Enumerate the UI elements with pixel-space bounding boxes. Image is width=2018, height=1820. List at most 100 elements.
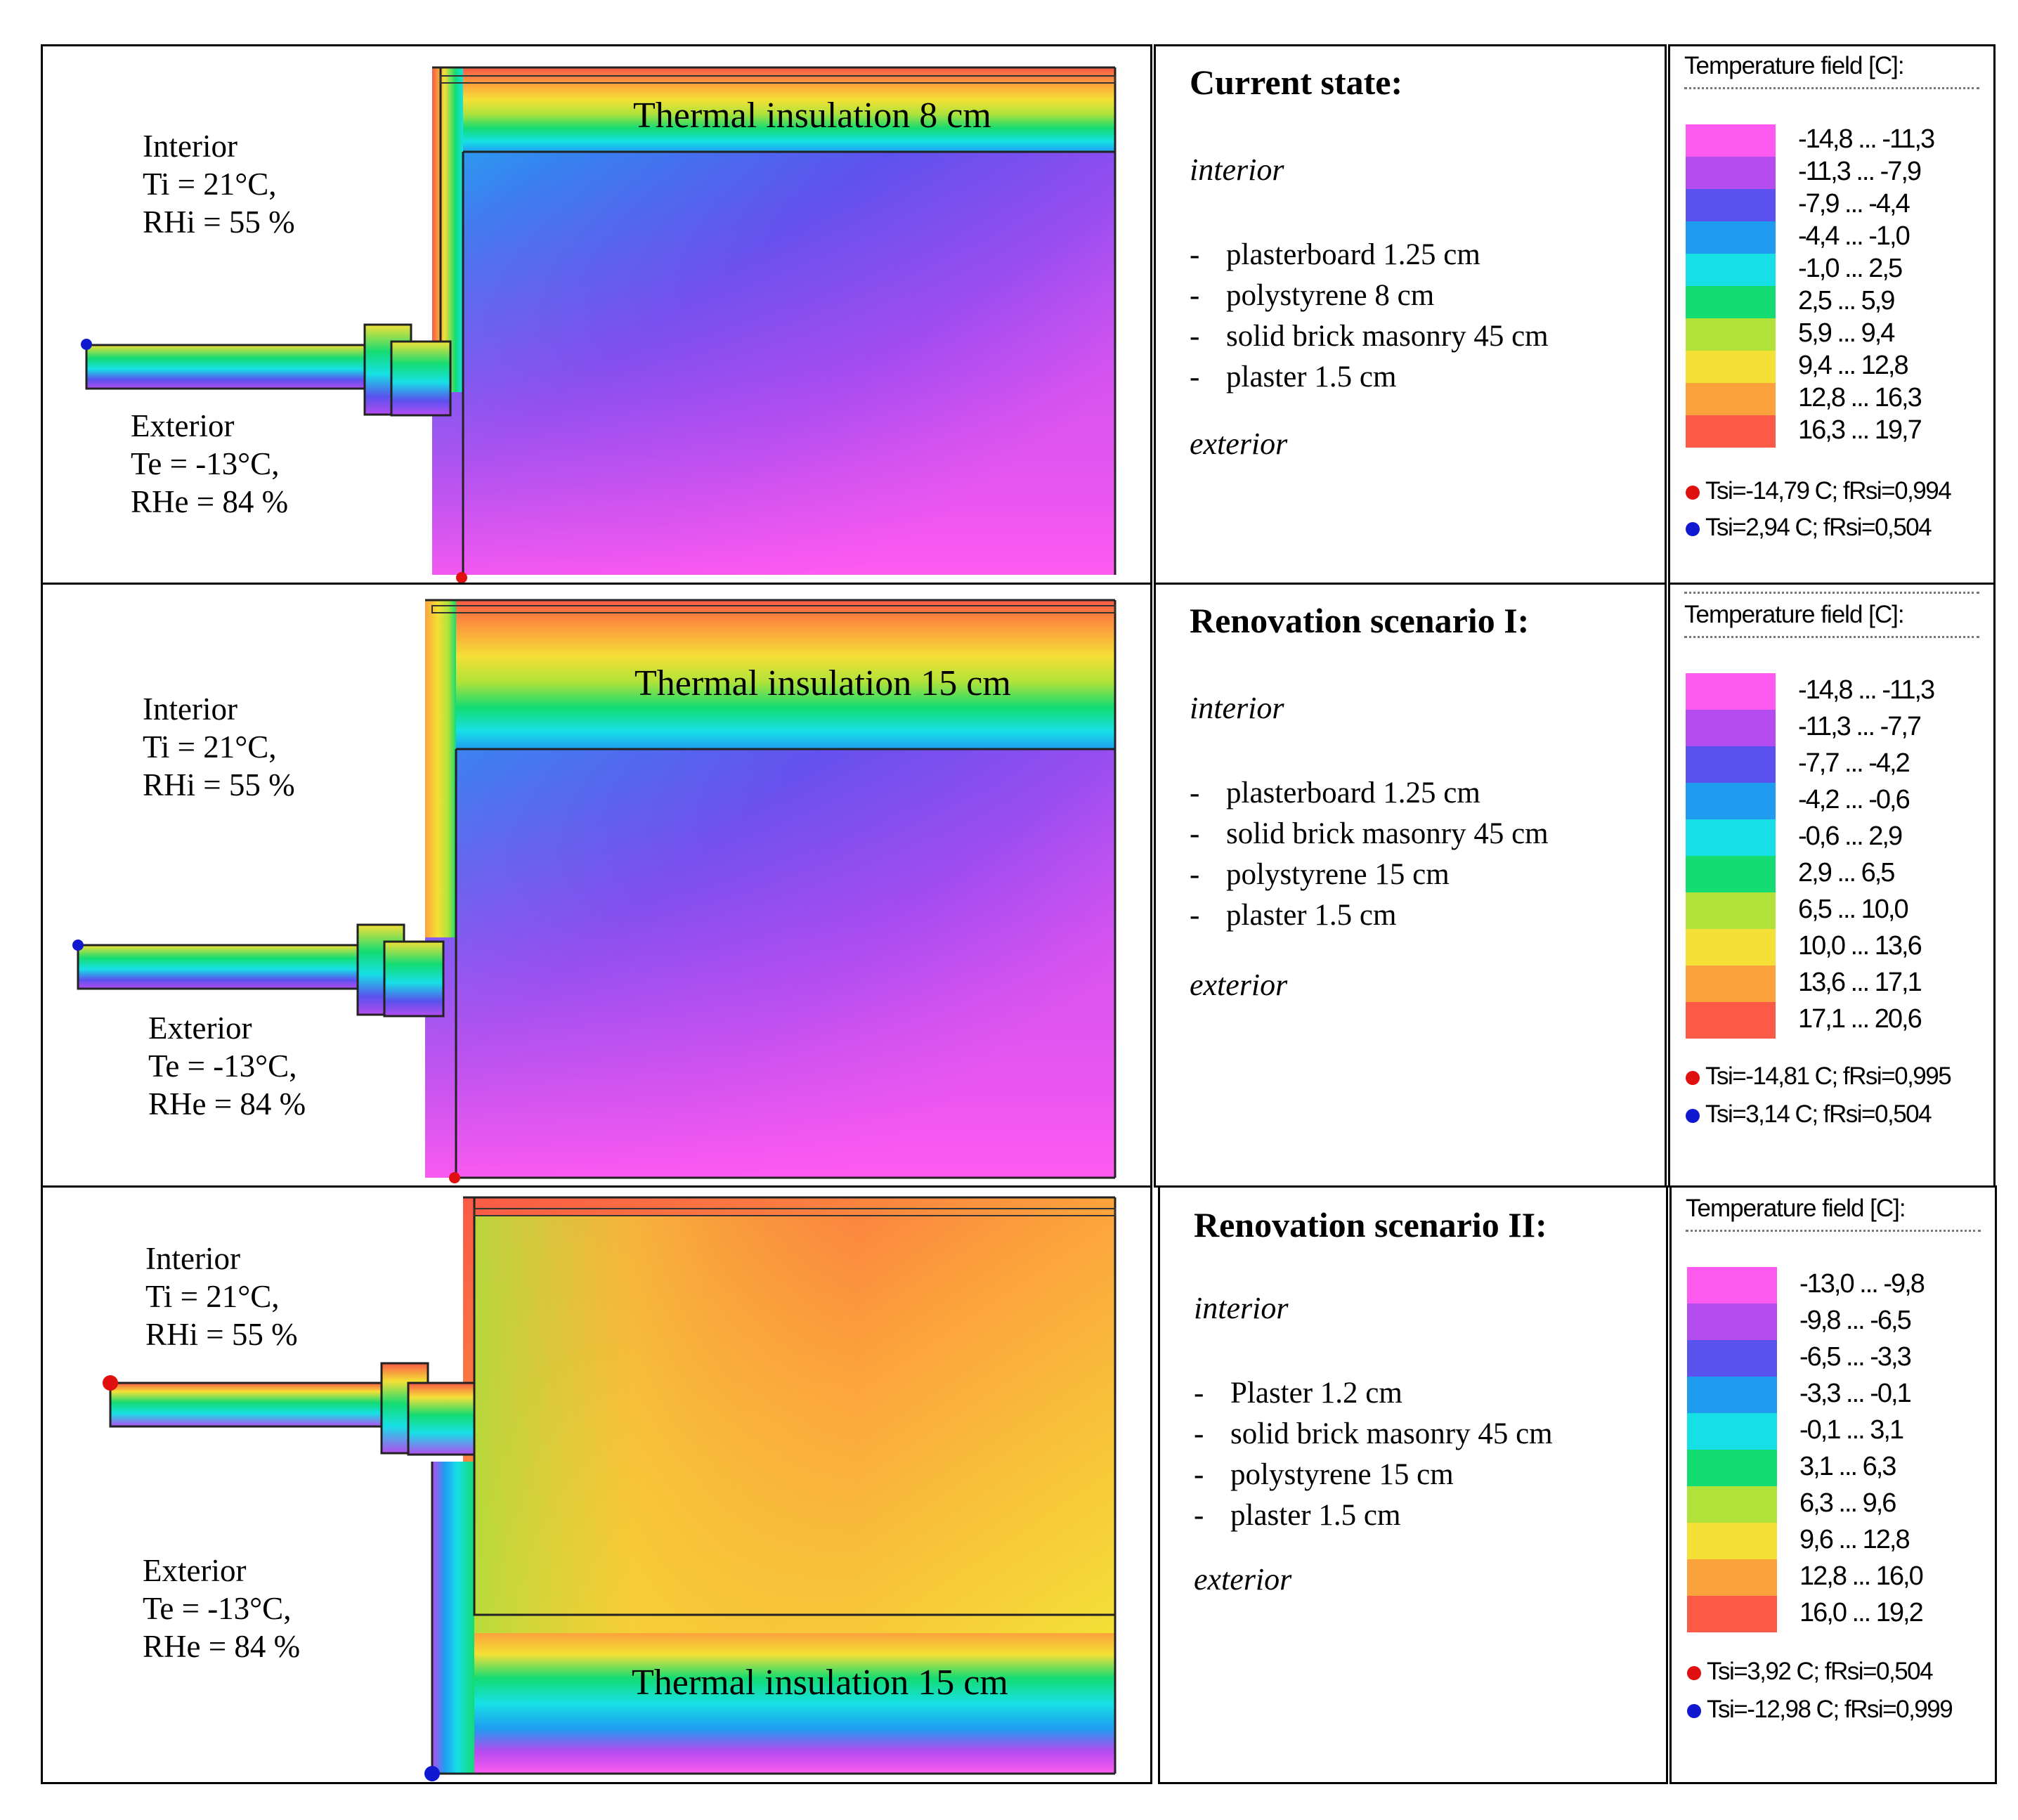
- legend-swatch: [1686, 415, 1776, 448]
- legend-range: -14,8 ... -11,3: [1798, 675, 1935, 705]
- layer-list: - plasterboard 1.25 cm - solid brick mason…: [1190, 773, 1549, 936]
- legend-swatch: [1687, 1523, 1777, 1559]
- legend-range: 6,5 ... 10,0: [1798, 895, 1909, 924]
- legend-color-bar: [1687, 1267, 1777, 1632]
- legend-range: 6,3 ... 9,6: [1799, 1488, 1896, 1518]
- slab-connection: [407, 1382, 476, 1456]
- interior-temperature: Ti = 21°C,: [143, 729, 277, 765]
- legend-swatch: [1686, 966, 1776, 1002]
- interior-conditions: Interior Ti = 21°C, RHi = 55 %: [145, 1240, 298, 1353]
- legend-range: 17,1 ... 20,6: [1798, 1004, 1922, 1034]
- interior-temperature: Ti = 21°C,: [143, 167, 277, 202]
- legend-swatch: [1687, 1267, 1777, 1304]
- legend-range: -7,7 ... -4,2: [1798, 748, 1910, 778]
- layer-name: Plaster 1.2 cm: [1230, 1377, 1402, 1410]
- legend-divider: [1684, 592, 1979, 594]
- legend-swatch: [1687, 1377, 1777, 1413]
- legend-range: -11,3 ... -7,9: [1798, 157, 1922, 186]
- legend-swatch: [1687, 1596, 1777, 1632]
- slab-connection: [383, 940, 445, 1018]
- legend-point-blue: Tsi=3,14 C; fRsi=0,504: [1686, 1100, 1932, 1129]
- layer-name: polystyrene 15 cm: [1226, 858, 1450, 891]
- exterior-temperature: Te = -13°C,: [148, 1048, 297, 1084]
- point-red-text: Tsi=-14,81 C; fRsi=0,995: [1705, 1062, 1952, 1090]
- layer-name: plaster 1.5 cm: [1230, 1499, 1401, 1532]
- legend-range: 13,6 ... 17,1: [1798, 968, 1922, 997]
- interior-humidity: RHi = 55 %: [143, 204, 295, 240]
- point-red-marker: [103, 1375, 118, 1391]
- legend-color-bar: [1686, 673, 1776, 1039]
- legend-point-blue: Tsi=-12,98 C; fRsi=0,999: [1687, 1696, 1953, 1724]
- temperature-field-plot: [81, 66, 1117, 583]
- layer-name: solid brick masonry 45 cm: [1226, 817, 1549, 850]
- panel-current-state: Interior Ti = 21°C, RHi = 55 % Exterior …: [41, 44, 1996, 585]
- insulation-layer: [432, 1633, 1115, 1774]
- insulation-label: Thermal insulation 15 cm: [632, 1663, 1008, 1703]
- exterior-conditions: Exterior Te = -13°C, RHe = 84 %: [131, 407, 288, 521]
- legend-divider: [1684, 636, 1979, 638]
- legend-range: 12,8 ... 16,0: [1799, 1561, 1924, 1591]
- thermal-figure: Interior Ti = 21°C, RHi = 55 % Exterior …: [41, 44, 1152, 585]
- layer-name: solid brick masonry 45 cm: [1226, 320, 1549, 353]
- legend-swatch: [1686, 673, 1776, 710]
- legend-range: 16,0 ... 19,2: [1799, 1598, 1924, 1627]
- interior-side-label: interior: [1190, 691, 1284, 725]
- temperature-field-plot: [103, 1196, 1117, 1781]
- legend-swatch: [1686, 746, 1776, 783]
- insulation-label: Thermal insulation 8 cm: [633, 96, 991, 136]
- interior-side-label: interior: [1190, 152, 1284, 187]
- point-red-marker: [456, 572, 467, 583]
- layer-boundaries: [431, 1196, 1117, 1775]
- list-item: - polystyrene 8 cm: [1190, 279, 1435, 312]
- balcony-slab: [109, 1382, 428, 1428]
- legend-range: 5,9 ... 9,4: [1798, 318, 1895, 348]
- legend-range: -0,6 ... 2,9: [1798, 821, 1903, 851]
- insulation-layer: [432, 67, 1115, 152]
- point-blue-text: Tsi=3,14 C; fRsi=0,504: [1705, 1100, 1932, 1128]
- list-item: - plasterboard 1.25 cm: [1190, 238, 1480, 271]
- plaster-layer: [440, 75, 1116, 84]
- panel-renovation-scenario-1: Interior Ti = 21°C, RHi = 55 % Exterior …: [41, 583, 1996, 1188]
- temperature-field-plot: [72, 599, 1117, 1183]
- legend-range: -4,4 ... -1,0: [1798, 221, 1910, 251]
- legend-color-bar: [1686, 124, 1776, 448]
- legend-divider: [1684, 87, 1979, 89]
- legend-title: Temperature field [C]:: [1684, 52, 1905, 79]
- legend-range: -1,0 ... 2,5: [1798, 254, 1903, 283]
- layer-name: solid brick masonry 45 cm: [1230, 1417, 1553, 1450]
- legend-title: Temperature field [C]:: [1684, 601, 1905, 628]
- point-blue-text: Tsi=-12,98 C; fRsi=0,999: [1707, 1696, 1953, 1723]
- exterior-label: Exterior: [143, 1553, 247, 1588]
- exterior-label: Exterior: [148, 1010, 252, 1046]
- balcony-slab: [85, 344, 411, 390]
- layer-name: plaster 1.5 cm: [1226, 899, 1397, 932]
- wall-edge-layer: [432, 1462, 474, 1774]
- temperature-legend: Temperature field [C]: -14,8 ... -11,3: [1668, 44, 1996, 585]
- legend-range: 16,3 ... 19,7: [1798, 415, 1922, 445]
- exterior-temperature: Te = -13°C,: [131, 446, 280, 481]
- thermal-figure: Interior Ti = 21°C, RHi = 55 % Exterior …: [41, 583, 1152, 1188]
- point-blue-marker: [424, 1766, 440, 1781]
- layer-name: plasterboard 1.25 cm: [1226, 238, 1480, 271]
- legend-swatch: [1686, 783, 1776, 819]
- layer-boundaries: [425, 599, 1117, 1179]
- list-item: - plasterboard 1.25 cm: [1190, 776, 1480, 810]
- point-blue-marker: [72, 940, 84, 951]
- legend-divider: [1686, 1230, 1981, 1232]
- legend-range: 3,1 ... 6,3: [1799, 1452, 1896, 1481]
- interior-label: Interior: [143, 129, 237, 164]
- point-blue-text: Tsi=2,94 C; fRsi=0,504: [1705, 514, 1932, 541]
- interior-conditions: Interior Ti = 21°C, RHi = 55 %: [143, 690, 295, 804]
- legend-point-red: Tsi=3,92 C; fRsi=0,504: [1687, 1658, 1934, 1686]
- interior-humidity: RHi = 55 %: [143, 767, 295, 802]
- temperature-legend: Temperature field [C]: -13,0 ... -9,8: [1669, 1185, 1997, 1784]
- list-item: - solid brick masonry 45 cm: [1194, 1417, 1553, 1450]
- legend-swatch: [1687, 1559, 1777, 1596]
- balcony-slab: [77, 944, 403, 990]
- layer-name: polystyrene 8 cm: [1226, 279, 1435, 312]
- legend-swatch: [1687, 1304, 1777, 1340]
- legend-swatch: [1686, 254, 1776, 286]
- legend-range: -14,8 ... -11,3: [1798, 124, 1935, 154]
- legend-swatch: [1687, 1413, 1777, 1450]
- legend-ranges: -14,8 ... -11,3 -11,3 ... -7,7 -7,7 ... …: [1798, 672, 1935, 1037]
